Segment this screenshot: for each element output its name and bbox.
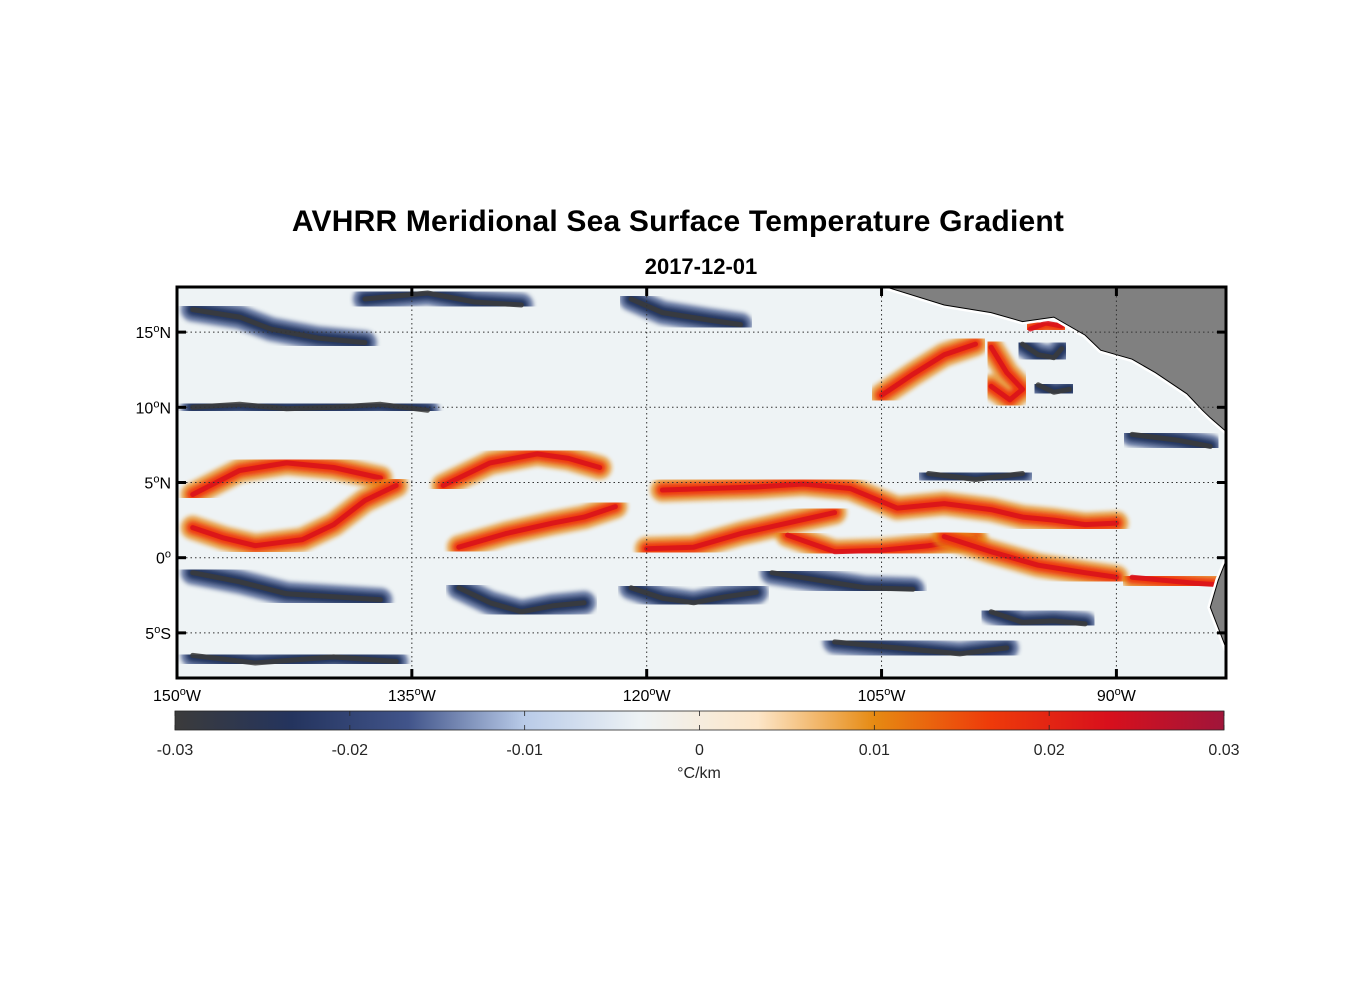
degree-symbol: o — [153, 323, 159, 335]
longitude-label: 105oW — [858, 686, 907, 705]
cool-front-core — [1020, 341, 1065, 361]
cool-front-core — [190, 570, 383, 603]
hemisphere-letter: W — [656, 688, 672, 705]
warm-front-core — [1027, 320, 1065, 332]
cool-front-core — [1035, 382, 1072, 395]
degree-symbol: o — [415, 686, 421, 698]
colorbar-tick-label: 0.02 — [1034, 742, 1065, 759]
colorbar-tick-label: -0.03 — [157, 742, 194, 759]
degree-symbol: o — [153, 398, 159, 410]
hemisphere-letter: W — [186, 688, 202, 705]
colorbar-tick-label: 0.03 — [1208, 742, 1239, 759]
warm-front-core — [659, 481, 1119, 528]
latitude-value: 10 — [136, 400, 154, 417]
land-mask — [885, 287, 1226, 651]
longitude-value: 135 — [388, 688, 415, 705]
warm-front-core — [190, 483, 399, 549]
latitude-value: 5 — [145, 626, 154, 643]
cool-front-core — [926, 471, 1025, 482]
warm-front-core — [440, 451, 603, 488]
longitude-labels: 150oW 135oW 120oW 105oW 90oW — [153, 287, 1137, 705]
degree-symbol: o — [1115, 686, 1121, 698]
warm-front-core — [190, 460, 383, 497]
cool-front-core — [190, 401, 430, 413]
hemisphere-letter: S — [160, 626, 171, 643]
hemisphere-letter: N — [159, 400, 171, 417]
warm-front-core — [879, 341, 978, 398]
cool-front-core — [832, 639, 1010, 657]
hemisphere-letter: W — [421, 688, 437, 705]
warm-front-core — [988, 344, 1025, 403]
cool-front-core — [988, 609, 1088, 627]
land-polygon — [1209, 560, 1226, 649]
gradient-field — [180, 287, 1226, 675]
longitude-value: 120 — [623, 688, 650, 705]
latitude-value: 0 — [156, 551, 165, 568]
colorbar-tick-label: 0.01 — [859, 742, 890, 759]
longitude-value: 150 — [153, 688, 180, 705]
degree-symbol: o — [649, 686, 655, 698]
cool-front-core — [190, 652, 399, 666]
longitude-value: 90 — [1097, 688, 1115, 705]
hemisphere-letter: W — [1121, 688, 1137, 705]
latitude-label: 10oN — [136, 398, 171, 417]
warm-front-core — [456, 504, 618, 550]
cool-front-core — [769, 570, 916, 592]
longitude-label: 150oW — [153, 686, 202, 705]
colorbar-ticks: -0.03 -0.02 -0.01 0 0.01 0.02 0.03 — [157, 711, 1240, 759]
warm-front-core — [941, 534, 1119, 580]
longitude-value: 105 — [858, 688, 885, 705]
hemisphere-letter: N — [159, 325, 171, 342]
cool-front-core — [1129, 431, 1213, 449]
longitude-label: 135oW — [388, 686, 437, 705]
colorbar-tick-label: -0.01 — [506, 742, 543, 759]
degree-symbol: o — [153, 474, 159, 486]
colorbar-tick-label: -0.02 — [332, 742, 369, 759]
latitude-value: 15 — [136, 325, 154, 342]
degree-symbol: o — [884, 686, 890, 698]
longitude-label: 90oW — [1097, 686, 1137, 705]
latitude-value: 5 — [144, 476, 153, 493]
warm-front-core — [644, 510, 838, 552]
figure-title: AVHRR Meridional Sea Surface Temperature… — [291, 205, 1065, 238]
hemisphere-letter: N — [159, 476, 171, 493]
cool-front-core — [190, 307, 368, 346]
figure-date: 2017-12-01 — [644, 254, 758, 279]
latitude-label: 0o — [156, 549, 171, 568]
land-polygon — [886, 287, 1226, 432]
cool-front-core — [628, 585, 759, 606]
latitude-label: 5oN — [144, 474, 171, 493]
longitude-label: 120oW — [623, 686, 672, 705]
cool-front-core — [456, 585, 587, 615]
warm-front-core — [1129, 574, 1221, 588]
colorbar-tick-label: 0 — [695, 742, 704, 759]
graticule — [177, 287, 1226, 678]
hemisphere-letter: W — [890, 688, 906, 705]
latitude-label: 15oN — [136, 323, 171, 342]
latitude-label: 5oS — [145, 624, 171, 643]
degree-symbol: o — [165, 549, 171, 561]
colorbar-unit: °C/km — [677, 765, 721, 782]
degree-symbol: o — [180, 686, 186, 698]
degree-symbol: o — [154, 624, 160, 636]
cool-front-core — [362, 290, 524, 308]
